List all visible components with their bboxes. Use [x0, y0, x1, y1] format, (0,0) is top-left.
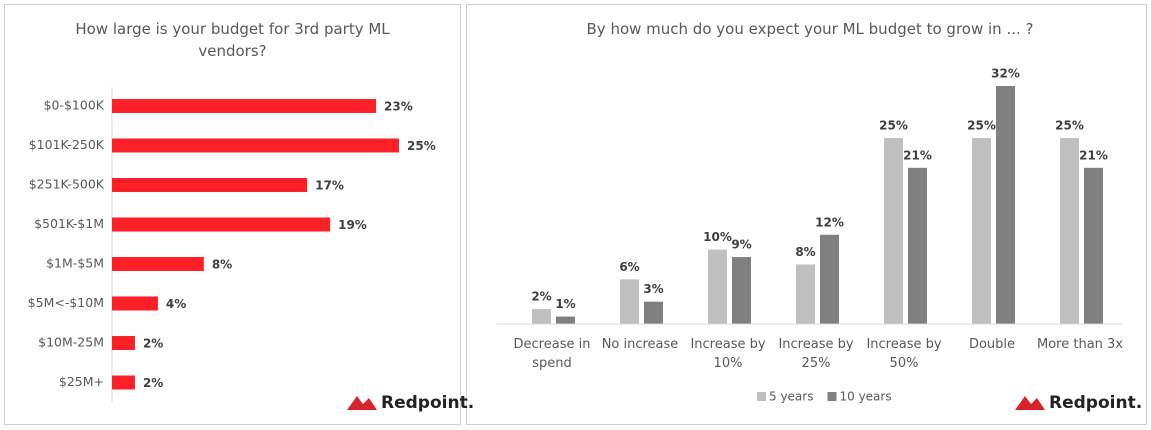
x-tick-label-box: No increase	[601, 337, 679, 352]
x-tick-label-box: More than 3x	[1037, 337, 1123, 352]
x-tick-label: Increase by 25%	[778, 337, 854, 371]
x-tick-label-box: Increase by 25%	[778, 337, 854, 371]
chart-title-box: By how much do you expect your ML budget…	[586, 20, 1034, 38]
logo-text: Redpoint.	[381, 393, 474, 413]
data-label: 25%	[1055, 119, 1084, 133]
bar	[620, 279, 639, 324]
y-tick-label: $25M+	[59, 374, 104, 389]
legend-swatch	[827, 392, 837, 401]
data-label: 32%	[991, 67, 1020, 81]
data-label: 17%	[315, 179, 344, 193]
y-tick-label: $10M-25M	[38, 335, 104, 350]
data-label: 3%	[643, 282, 663, 296]
data-label: 12%	[815, 215, 844, 229]
x-tick-label-box: Double	[968, 337, 1016, 352]
chart-title: By how much do you expect your ML budget…	[586, 20, 1034, 38]
data-label: 21%	[903, 148, 932, 162]
x-tick-label: Increase by 10%	[690, 337, 766, 371]
bar	[112, 178, 308, 192]
data-label: 2%	[531, 290, 551, 304]
y-tick-label: $0-$100K	[44, 98, 105, 113]
bar	[112, 138, 399, 153]
data-label: 25%	[967, 119, 996, 133]
data-label: 10%	[703, 230, 732, 244]
bar	[112, 296, 158, 311]
bar	[112, 336, 135, 350]
bar	[112, 375, 135, 390]
x-tick-label: Decrease in spend	[513, 337, 591, 371]
bar	[112, 99, 377, 113]
x-tick-label: No increase	[601, 337, 679, 352]
bar	[112, 217, 331, 232]
data-label: 6%	[619, 260, 639, 274]
bar	[1060, 138, 1079, 324]
bar	[532, 309, 551, 324]
legend-label: 5 years	[769, 390, 813, 404]
x-tick-label-box: Increase by 10%	[690, 337, 766, 371]
y-tick-label: $251K-500K	[29, 177, 105, 192]
x-tick-label-box: Increase by 50%	[866, 337, 942, 371]
x-tick-label: Double	[968, 337, 1016, 352]
bar	[732, 257, 751, 324]
bar	[112, 257, 204, 271]
chart-title: How large is your budget for 3rd party M…	[75, 20, 390, 60]
legend-swatch	[757, 392, 766, 401]
data-label: 2%	[143, 376, 163, 390]
bar	[1084, 167, 1103, 324]
logo-icon	[347, 396, 377, 410]
bar	[708, 249, 727, 324]
data-label: 9%	[731, 238, 751, 252]
x-tick-label: More than 3x	[1037, 337, 1123, 352]
data-label: 25%	[879, 119, 908, 133]
bar	[884, 138, 903, 324]
bar	[972, 138, 991, 324]
y-tick-label: $501K-$1M	[34, 216, 104, 231]
y-tick-label: $5M<-$10M	[28, 295, 104, 310]
data-label: 25%	[407, 139, 436, 153]
bar	[796, 264, 815, 324]
bar	[644, 301, 663, 324]
chart-title-box: How large is your budget for 3rd party M…	[75, 20, 390, 60]
bar	[820, 234, 839, 324]
data-label: 23%	[384, 100, 413, 114]
data-label: 19%	[338, 218, 367, 232]
bar	[996, 86, 1015, 324]
data-label: 8%	[212, 258, 232, 272]
bar	[556, 316, 575, 324]
logo-icon	[1015, 396, 1045, 410]
right-panel	[466, 4, 1147, 425]
left-panel	[4, 4, 461, 425]
legend-label: 10 years	[839, 390, 891, 404]
data-label: 21%	[1079, 148, 1108, 162]
x-tick-label-box: Decrease in spend	[513, 337, 591, 371]
y-tick-label: $101K-250K	[29, 137, 105, 152]
logo-text: Redpoint.	[1049, 393, 1142, 413]
data-label: 2%	[143, 337, 163, 351]
y-tick-label: $1M-$5M	[46, 256, 104, 271]
data-label: 4%	[166, 297, 186, 311]
bar	[908, 167, 927, 324]
data-label: 8%	[795, 245, 815, 259]
data-label: 1%	[555, 297, 575, 311]
x-tick-label: Increase by 50%	[866, 337, 942, 371]
